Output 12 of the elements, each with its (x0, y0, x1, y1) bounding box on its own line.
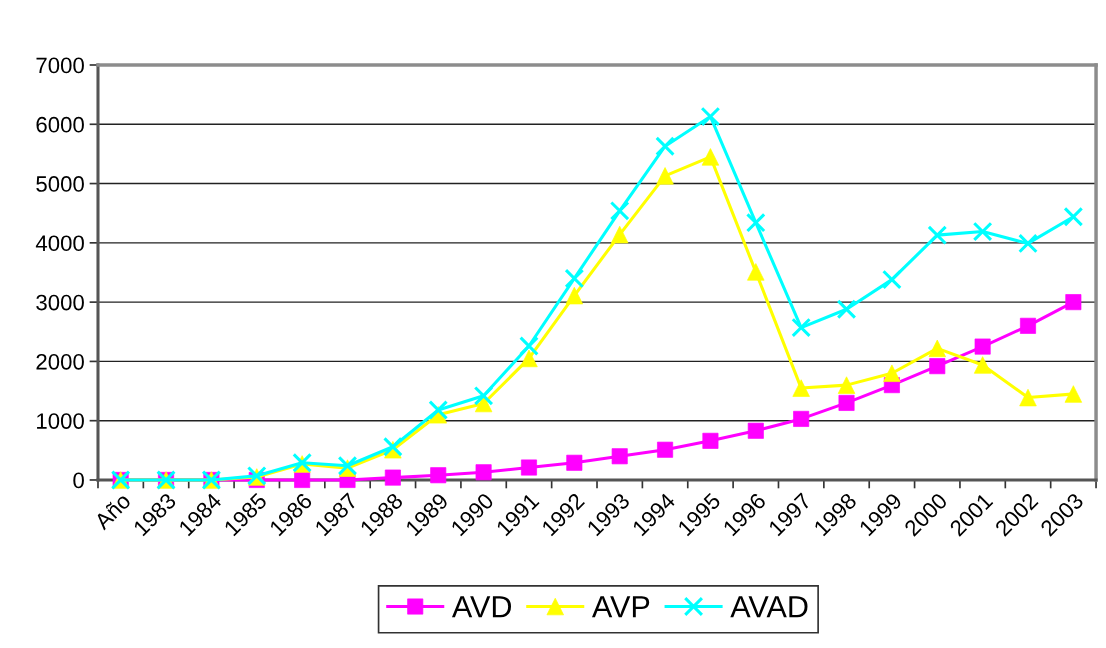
y-tick-label: 2000 (36, 353, 84, 370)
legend-label: AVP (591, 596, 650, 618)
y-tick-label: 5000 (36, 176, 84, 192)
x-tick-label: Año (92, 491, 132, 531)
y-tick-label: 6000 (36, 116, 84, 133)
legend-label: AVD (451, 596, 512, 618)
legend-label: AVAD (730, 596, 808, 618)
y-tick-label: 1000 (37, 413, 84, 429)
y-tick-label: 3000 (36, 294, 84, 311)
y-tick-label: 0 (73, 472, 84, 489)
y-tick-label: 4000 (35, 235, 84, 252)
y-tick-label: 7000 (36, 57, 84, 74)
